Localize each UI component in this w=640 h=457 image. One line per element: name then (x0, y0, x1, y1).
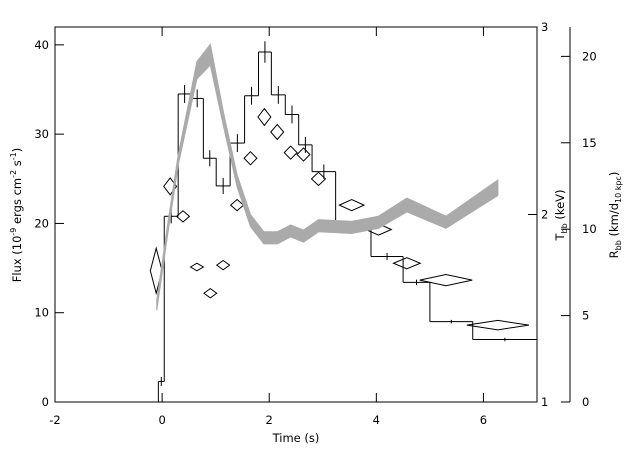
label-part: -1 (9, 152, 18, 160)
label-part: ) (607, 172, 621, 177)
temperature-diamond (163, 177, 178, 196)
y-tick-label: 0 (42, 395, 49, 409)
y2-tick-label: 3 (541, 20, 548, 34)
temperature-diamond (466, 319, 530, 331)
x-axis-label: Time (s) (272, 431, 320, 445)
y2-tick-label: 1 (541, 395, 548, 409)
label-part: -9 (9, 228, 18, 236)
temperature-diamond (392, 257, 422, 270)
temperature-diamond (243, 150, 258, 166)
x-tick-label: 0 (158, 413, 165, 427)
temperature-diamond (257, 107, 272, 127)
y2-axis-label: Tbb (keV) (553, 189, 569, 241)
y2-tick-label: 2 (541, 208, 548, 222)
temperature-diamond (310, 171, 327, 187)
temperature-diamond (175, 210, 191, 223)
y-tick-label: 10 (34, 306, 49, 320)
temperature-diamond (283, 145, 298, 160)
temperature-diamond (203, 287, 218, 299)
temperature-diamond (338, 198, 366, 212)
label-part: -2 (9, 170, 18, 178)
label-part: ) (10, 148, 24, 153)
label-part: (km/d (607, 203, 621, 240)
x-tick-label: 4 (373, 413, 380, 427)
x-tick-label: 6 (480, 413, 487, 427)
label-part: 10 kpc (614, 176, 623, 203)
temperature-diamond (215, 259, 231, 271)
label-part: ergs cm (10, 178, 24, 228)
y3-tick-label: 15 (582, 136, 597, 150)
temperature-diamond (296, 147, 311, 162)
radius-band (156, 43, 499, 311)
x-tick-label: 2 (266, 413, 273, 427)
y-tick-label: 30 (34, 127, 49, 141)
x-tick-label: -2 (49, 413, 60, 427)
y3-tick-label: 10 (582, 222, 597, 236)
temperature-diamond (419, 273, 473, 287)
y-tick-label: 40 (34, 38, 49, 52)
y3-tick-label: 0 (582, 395, 589, 409)
temperature-diamond (270, 123, 285, 141)
label-part: R (607, 250, 621, 258)
y3-tick-label: 5 (582, 309, 589, 323)
y-axis-label: Flux (10-9 ergs cm-2 s-1) (9, 148, 24, 283)
y3-tick-label: 20 (582, 49, 597, 63)
y-tick-label: 20 (34, 216, 49, 230)
temperature-diamond (189, 262, 205, 272)
label-part: s (10, 160, 24, 170)
label-part: bb (560, 223, 569, 233)
label-part: Flux (10 (10, 236, 24, 283)
y3-axis-label: Rbb (km/d10 kpc) (607, 172, 623, 259)
label-part: bb (614, 240, 623, 250)
label-part: T (553, 233, 567, 242)
label-part: (keV) (553, 189, 567, 223)
